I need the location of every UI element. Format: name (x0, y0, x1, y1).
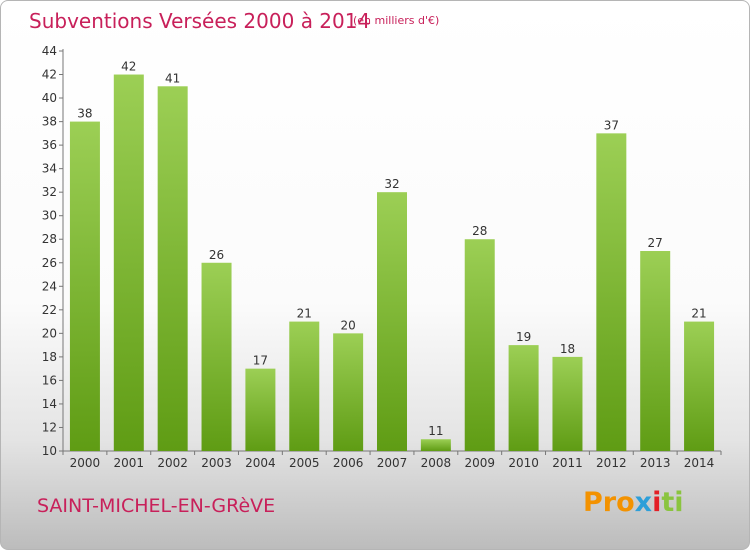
logo-part-4: ti (661, 487, 684, 518)
bar (201, 262, 232, 451)
data-label: 27 (648, 236, 663, 250)
data-label: 37 (604, 118, 619, 132)
y-tick-label: 32 (42, 185, 57, 199)
bar (464, 239, 495, 451)
data-label: 18 (560, 342, 575, 356)
x-tick-label: 2014 (684, 456, 715, 470)
y-tick-label: 22 (42, 303, 57, 317)
y-tick-label: 38 (42, 115, 57, 129)
y-tick-label: 16 (42, 373, 57, 387)
bar (69, 121, 100, 452)
bar (596, 133, 627, 451)
chart-subtitle: (en milliers d'€) (353, 14, 440, 27)
x-tick-label: 2010 (508, 456, 539, 470)
bar (508, 345, 539, 451)
bar (377, 192, 407, 452)
bar (333, 333, 364, 451)
x-tick-label: 2002 (157, 456, 188, 470)
bar-chart: 10 12 14 16 18 20 22 24 26 28 30 32 34 36 38 40 42 44 200… (42, 44, 722, 470)
data-label: 28 (472, 224, 487, 238)
y-tick-label: 42 (42, 68, 57, 82)
commune-name: SAINT-MICHEL-EN-GRèVE (37, 495, 276, 517)
proxiti-logo: Proxiti (583, 487, 684, 518)
y-tick-label: 40 (42, 91, 57, 105)
y-tick-label: 34 (42, 162, 57, 176)
bar (289, 321, 320, 451)
bar (420, 439, 451, 451)
data-label: 17 (253, 354, 268, 368)
bar (552, 356, 583, 451)
bar (245, 368, 276, 451)
data-label: 41 (165, 71, 180, 85)
data-label: 19 (516, 330, 531, 344)
y-tick-label: 14 (42, 397, 57, 411)
x-tick-label: 2006 (333, 456, 364, 470)
y-tick-label: 30 (42, 209, 57, 223)
y-tick-label: 18 (42, 350, 57, 364)
y-tick-label: 28 (42, 232, 57, 246)
logo-part-2: x (634, 487, 653, 518)
y-tick-label: 26 (42, 256, 57, 270)
data-label: 42 (121, 60, 136, 74)
x-tick-label: 2000 (70, 456, 101, 470)
x-tick-label: 2004 (245, 456, 276, 470)
x-tick-label: 2003 (201, 456, 232, 470)
x-tick-label: 2005 (289, 456, 320, 470)
data-label: 20 (340, 318, 355, 332)
y-tick-label: 24 (42, 279, 57, 293)
logo-part-3: i (652, 487, 662, 518)
logo-part-1: Pro (583, 487, 635, 518)
x-tick-label: 2001 (114, 456, 145, 470)
data-label: 21 (297, 307, 312, 321)
x-tick-label: 2012 (596, 456, 627, 470)
y-tick-label: 36 (42, 138, 57, 152)
y-tick-label: 20 (42, 326, 57, 340)
bar (684, 321, 715, 451)
x-tick-label: 2009 (464, 456, 495, 470)
y-tick-label: 44 (42, 44, 57, 58)
data-label: 26 (209, 248, 224, 262)
data-label: 38 (77, 107, 92, 121)
data-label: 21 (691, 307, 706, 321)
x-tick-label: 2008 (421, 456, 452, 470)
y-tick-label: 10 (42, 444, 57, 458)
x-tick-label: 2013 (640, 456, 671, 470)
bar (640, 251, 671, 451)
data-label: 11 (428, 424, 443, 438)
x-tick-label: 2011 (552, 456, 583, 470)
bar (113, 74, 144, 451)
bar (157, 86, 188, 451)
chart-title: Subventions Versées 2000 à 2014 (29, 9, 371, 33)
y-tick-label: 12 (42, 420, 57, 434)
data-label: 32 (384, 177, 399, 191)
x-tick-label: 2007 (377, 456, 408, 470)
